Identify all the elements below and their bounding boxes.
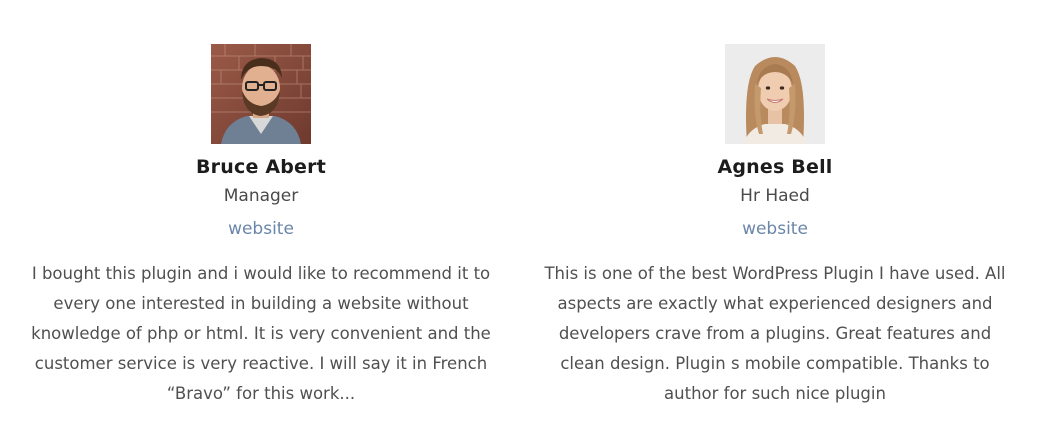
testimonial-quote: This is one of the best WordPress Plugin… bbox=[544, 264, 1006, 403]
testimonial-card-bruce-abert: Bruce Abert Manager website I bought thi… bbox=[21, 44, 501, 409]
avatar bbox=[211, 44, 311, 144]
man-portrait-photo bbox=[211, 44, 311, 144]
website-link[interactable]: website bbox=[228, 219, 294, 239]
testimonial-role: Manager bbox=[223, 186, 299, 206]
testimonial-name: Bruce Abert bbox=[196, 156, 326, 178]
avatar bbox=[725, 44, 825, 144]
testimonial-role: Hr Haed bbox=[740, 186, 810, 206]
website-link[interactable]: website bbox=[742, 219, 808, 239]
testimonial-quote: I bought this plugin and i would like to… bbox=[31, 264, 491, 403]
testimonial-name: Agnes Bell bbox=[717, 156, 833, 178]
testimonial-card-agnes-bell: Agnes Bell Hr Haed website This is one o… bbox=[535, 44, 1015, 409]
woman-portrait-photo bbox=[725, 44, 825, 144]
